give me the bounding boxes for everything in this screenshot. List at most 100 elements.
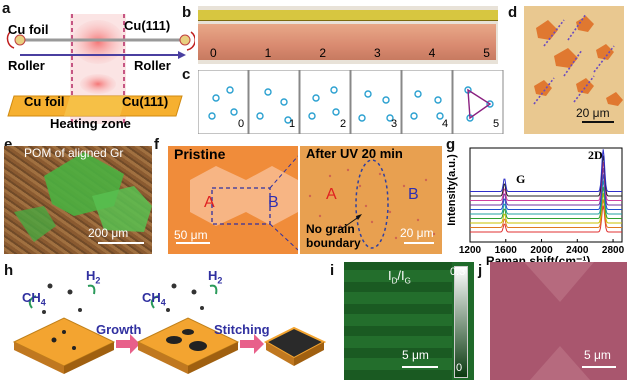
raman-x-tick-label: 2800 <box>602 245 625 256</box>
panel-f-after-uv: After UV 20 min A B No grain boundary 20… <box>300 146 442 254</box>
raman-series-line <box>470 174 622 210</box>
scale-bar-i <box>402 366 438 368</box>
heating-zone-label: Heating zone <box>50 116 131 131</box>
raman-x-tick-label: 2000 <box>530 245 553 256</box>
roll-to-roll-diagram <box>6 14 195 124</box>
colorbar-max: 0.3 <box>450 266 466 278</box>
copper-foil-strip <box>198 24 496 60</box>
raman-series-line <box>470 155 622 197</box>
raman-ylabel: Intensity(a.u.) <box>446 154 458 226</box>
scale-bar-e <box>98 242 144 244</box>
panel-j-label: j <box>478 262 483 279</box>
leed-triangle <box>467 88 492 120</box>
pristine-domains <box>176 155 298 251</box>
panel-g-label: g <box>446 136 456 153</box>
measuring-tape <box>198 10 498 21</box>
leed-label-2: 2 <box>340 118 347 130</box>
raman-series-line <box>470 199 622 228</box>
raman-series-line <box>470 149 622 192</box>
raman-series-line <box>470 180 622 215</box>
raman-series-line <box>470 167 622 206</box>
raman-series-line <box>470 205 622 233</box>
raman-x-ticks: 1200 1600 2000 2400 2800 <box>459 239 625 256</box>
leed-label-0: 0 <box>238 118 245 130</box>
leed-patterns <box>198 70 504 134</box>
panel-b-label: b <box>182 4 192 21</box>
scale-e: 200 μm <box>88 226 129 240</box>
region-a2: A <box>326 186 337 203</box>
panel-e-label: e <box>4 136 13 153</box>
growth-label: Growth <box>96 322 142 337</box>
panel-c-label: c <box>182 66 191 83</box>
arrow-growth-icon <box>116 334 140 354</box>
raman-x-tick-label: 1200 <box>459 245 482 256</box>
panel-h-label: h <box>4 262 14 279</box>
id-ig-map-area <box>344 262 452 380</box>
no-grain-label: No grain <box>306 222 355 236</box>
cu-foil-label-2: Cu foil <box>24 94 65 109</box>
stitching-label: Stitching <box>214 322 270 337</box>
panel-i-label: i <box>330 262 335 279</box>
raman-plot-frame <box>469 147 623 243</box>
pos-label-3: 3 <box>373 46 381 60</box>
leed-label-1: 1 <box>289 118 296 130</box>
panel-d-label: d <box>508 4 518 21</box>
peak-2d-label: 2D <box>588 148 603 162</box>
panel-d-micrograph: 20 μm <box>524 6 624 134</box>
leed-label-3: 3 <box>391 118 398 130</box>
roller-right-icon <box>179 34 191 46</box>
colorbar-min: 0 <box>456 362 463 374</box>
cu-foil-label: Cu foil <box>8 22 49 37</box>
raman-x-tick-label: 2400 <box>566 245 589 256</box>
cu111-label: Cu(111) <box>124 18 171 33</box>
pos-label-0: 0 <box>210 46 217 60</box>
pristine-label: Pristine <box>174 146 226 162</box>
uv-oxidized-sample <box>308 159 436 249</box>
boundary-label: boundary <box>306 236 361 250</box>
pos-label-2: 2 <box>319 46 326 60</box>
id-ig-title: ID/IG <box>388 268 411 286</box>
panel-g-raman: 1200 1600 2000 2400 2800 Intensity(a.u.) Ram… <box>446 140 626 270</box>
ch4-label-2: CH4 <box>142 290 166 308</box>
scale-bar-f-right <box>404 242 434 244</box>
grain-boundary-ellipse <box>355 159 389 249</box>
raman-series-line <box>470 186 622 219</box>
after-uv-label: After UV 20 min <box>306 146 403 161</box>
roller-left-icon <box>14 34 26 46</box>
stitched-film <box>524 262 616 380</box>
panel-j-micrograph: 5 μm <box>490 262 627 380</box>
pos-label-5: 5 <box>483 46 490 60</box>
scale-d: 20 μm <box>576 106 610 120</box>
panel-c-leed: 0 1 2 3 4 5 <box>198 70 504 134</box>
scale-bar-d <box>582 121 614 123</box>
panel-e-pom: POM of aligned Gr 200 μm <box>4 146 152 254</box>
leed-label-4: 4 <box>442 118 449 130</box>
region-b2: B <box>408 186 419 203</box>
roller-left-label: Roller <box>8 58 45 73</box>
aligned-domains <box>533 13 623 123</box>
panel-b-photo: 0 1 2 3 4 5 <box>198 6 498 64</box>
scale-bar-j <box>582 366 616 368</box>
scale-f-right: 20 μm <box>400 226 434 240</box>
panel-f-label: f <box>154 136 159 153</box>
cu111-label-2: Cu(111) <box>122 94 169 109</box>
region-b: B <box>268 194 279 211</box>
panel-a-label: a <box>2 0 11 17</box>
scale-bar-f-left <box>176 242 210 244</box>
colorbar <box>454 266 468 378</box>
h2-label-2: H2 <box>208 268 223 286</box>
scale-i: 5 μm <box>402 348 429 362</box>
growth-stitching-diagram <box>12 283 326 374</box>
pom-title: POM of aligned Gr <box>24 146 124 160</box>
h2-label-1: H2 <box>86 268 101 286</box>
scale-f-left: 50 μm <box>174 228 208 242</box>
panel-h-schematic: CH4 H2 CH4 H2 Growth Stitching <box>4 262 326 380</box>
raman-series-group <box>470 149 622 233</box>
raman-x-tick-label: 1600 <box>495 245 518 256</box>
raman-series-line <box>470 161 622 201</box>
leed-label-5: 5 <box>493 118 500 130</box>
region-a: A <box>204 194 215 211</box>
arrow-stitching-icon <box>240 334 264 354</box>
peak-g-label: G <box>516 172 526 186</box>
panel-f-pristine: Pristine A B 50 μm <box>168 146 298 254</box>
